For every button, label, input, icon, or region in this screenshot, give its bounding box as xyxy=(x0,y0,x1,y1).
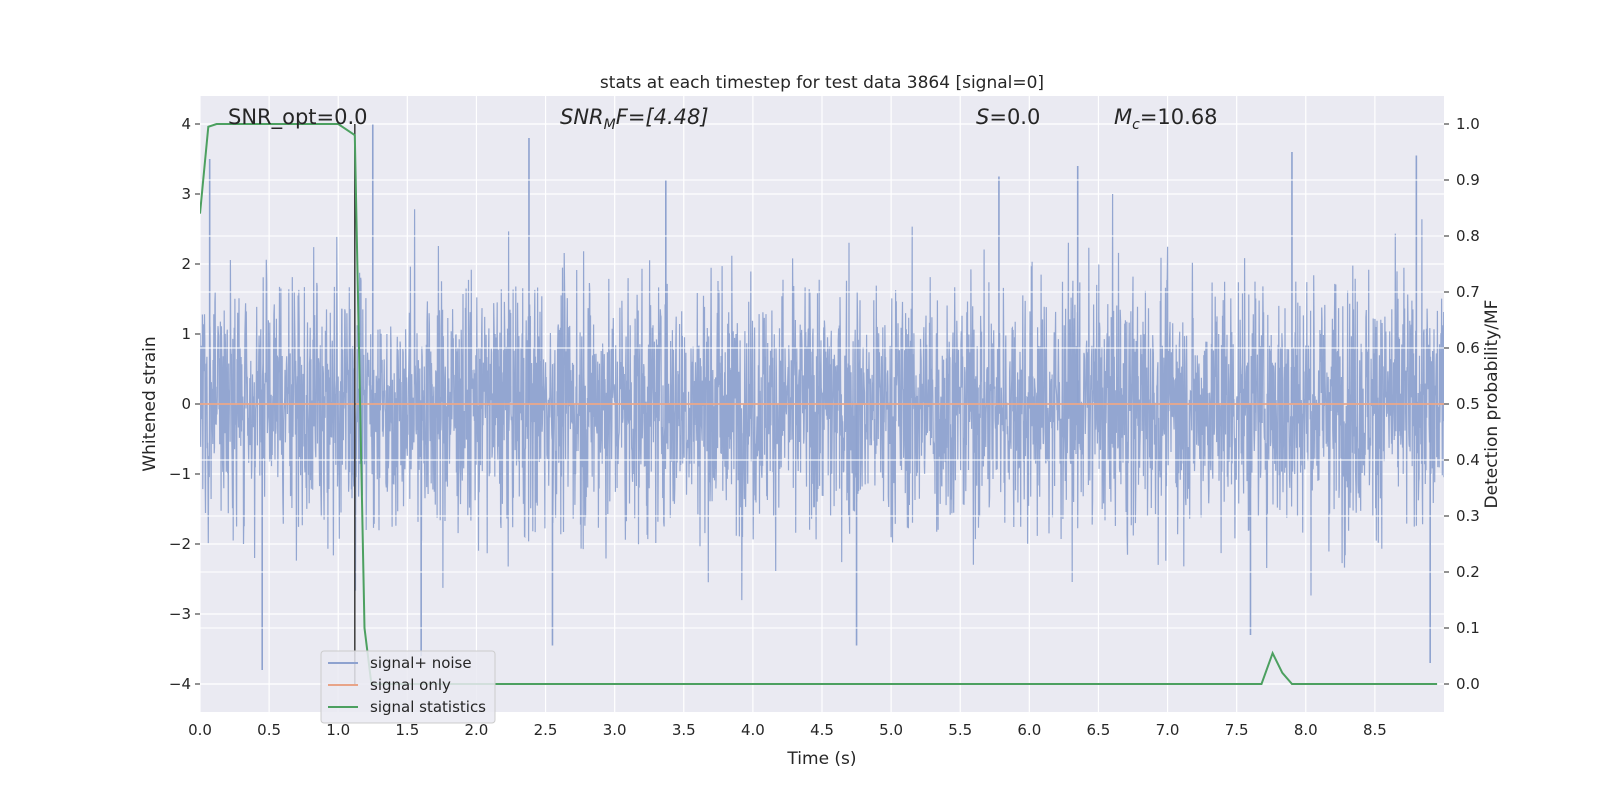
y2-tick-label: 0.9 xyxy=(1456,171,1480,189)
y2-tick-label: 0.6 xyxy=(1456,339,1480,357)
x-tick-label: 8.5 xyxy=(1363,721,1387,739)
noise-trace xyxy=(200,193,1444,601)
y-tick-labels: 4 3 2 1 0 −1 −2 −3 −4 xyxy=(169,115,200,693)
s-var: S xyxy=(976,105,989,129)
y-tick-label: 2 xyxy=(181,255,191,273)
y2-tick-label: 0.7 xyxy=(1456,283,1480,301)
y-tick-label: −1 xyxy=(169,465,191,483)
legend-box xyxy=(320,650,496,724)
y2-tick-label: 1.0 xyxy=(1456,115,1480,133)
y-tick-label: −4 xyxy=(169,675,191,693)
y2-tick-label: 0.4 xyxy=(1456,451,1480,469)
chart-title: stats at each timestep for test data 386… xyxy=(600,73,1044,93)
x-tick-label: 2.5 xyxy=(534,721,558,739)
legend-label-signal-statistics: signal statistics xyxy=(370,698,486,716)
y2-tick-label: 0.2 xyxy=(1456,563,1480,581)
x-tick-labels: 0.0 0.5 1.0 1.5 2.0 2.5 3.0 3.5 4.0 4.5 5.0 5.5 6.0 6… xyxy=(188,721,1387,739)
legend-label-signal-noise: signal+ noise xyxy=(370,654,472,672)
y2-tick-labels: 1.0 0.9 0.8 0.7 0.6 0.5 0.4 0.3 0.2 0.1 0.0 xyxy=(1444,115,1480,693)
x-tick-label: 5.0 xyxy=(879,721,903,739)
x-tick-label: 0.5 xyxy=(257,721,281,739)
mc-sub: c xyxy=(1132,117,1140,133)
y-tick-label: 0 xyxy=(181,395,191,413)
y2-tick-label: 0.5 xyxy=(1456,395,1480,413)
y2-axis-label: Detection probability/MF xyxy=(1482,300,1502,509)
y-tick-label: −2 xyxy=(169,535,191,553)
x-tick-label: 6.5 xyxy=(1087,721,1111,739)
snr-mf-base: SNR xyxy=(560,105,604,129)
annotation-mc: Mc=10.68 xyxy=(1114,105,1218,133)
y2-tick-label: 0.1 xyxy=(1456,619,1480,637)
mc-rest: =10.68 xyxy=(1140,105,1218,129)
x-tick-label: 8.0 xyxy=(1294,721,1318,739)
x-tick-label: 1.5 xyxy=(395,721,419,739)
s-rest: =0.0 xyxy=(989,105,1040,129)
series-signal-noise xyxy=(200,124,1444,670)
mc-base: M xyxy=(1114,105,1132,129)
x-tick-label: 3.5 xyxy=(672,721,696,739)
x-tick-label: 5.5 xyxy=(948,721,972,739)
y2-tick-label: 0.0 xyxy=(1456,675,1480,693)
y2-tick-label: 0.8 xyxy=(1456,227,1480,245)
x-axis-label: Time (s) xyxy=(786,749,856,769)
x-tick-label: 7.5 xyxy=(1225,721,1249,739)
annotation-snr-opt: SNR_opt=0.0 xyxy=(228,105,368,130)
x-tick-label: 0.0 xyxy=(188,721,212,739)
x-tick-label: 6.0 xyxy=(1017,721,1041,739)
legend: signal+ noise signal only signal statist… xyxy=(320,650,496,724)
x-tick-label: 2.0 xyxy=(465,721,489,739)
x-tick-label: 4.0 xyxy=(741,721,765,739)
annotation-snr-mf: SNRMF=[4.48] xyxy=(560,105,709,133)
y-tick-label: 4 xyxy=(181,115,191,133)
y-tick-label: −3 xyxy=(169,605,191,623)
x-tick-label: 1.0 xyxy=(326,721,350,739)
x-tick-label: 7.0 xyxy=(1156,721,1180,739)
annotation-s: S=0.0 xyxy=(976,105,1040,129)
y-tick-label: 1 xyxy=(181,325,191,343)
x-tick-label: 4.5 xyxy=(810,721,834,739)
snr-mf-sub: M xyxy=(604,117,616,133)
y-axis-label: Whitened strain xyxy=(140,336,160,471)
x-tick-label: 3.0 xyxy=(603,721,627,739)
legend-label-signal-only: signal only xyxy=(370,676,451,694)
y-tick-label: 3 xyxy=(181,185,191,203)
snr-mf-rest: F=[4.48] xyxy=(616,105,709,129)
y2-tick-label: 0.3 xyxy=(1456,507,1480,525)
